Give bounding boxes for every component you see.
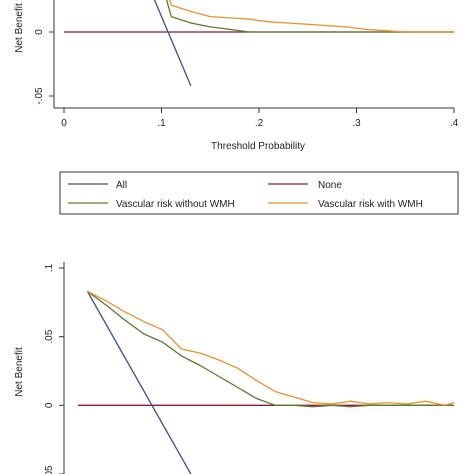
legend-label-with-wmh: Vascular risk with WMH: [318, 199, 423, 210]
top-y-axis-title: Net Benefit: [14, 3, 25, 53]
top-plot-frame: [53, 0, 454, 109]
legend: All None Vascular risk without WMH Vascu…: [59, 171, 459, 215]
legend-label-all: All: [116, 180, 127, 191]
legend-box: [59, 171, 459, 215]
top-series-line-all: [153, 0, 192, 87]
bottom-y-tick-label-0: 0: [44, 402, 55, 408]
bottom-series-line-vascular-risk-without-wmh: [87, 290, 454, 408]
top-x-tick-label-4: .4: [450, 118, 459, 129]
top-x-tick-label-1: .1: [157, 118, 166, 129]
top-x-tick-label-2: .2: [255, 118, 264, 129]
top-series-line-vascular-risk-without-wmh: [165, 0, 454, 33]
bottom-y-tick-label-05: .05: [44, 329, 55, 343]
bottom-y-axis-title: Net Benefit: [14, 347, 25, 397]
legend-label-without-wmh: Vascular risk without WMH: [116, 199, 235, 210]
top-y-tick-label-05: -.05: [34, 87, 45, 105]
legend-label-none: None: [318, 180, 342, 191]
top-x-tick-label-3: .3: [352, 118, 361, 129]
bottom-y-tick-label-1: .1: [44, 263, 55, 272]
top-series-line-vascular-risk-with-wmh: [168, 0, 454, 33]
top-x-tick-label-0: 0: [61, 118, 67, 129]
bottom-y-tick-label-05: -.05: [44, 465, 55, 474]
top-x-axis-title: Threshold Probability: [211, 141, 305, 152]
top-y-tick-label-0: 0: [34, 29, 45, 35]
bottom-series-line-all: [86, 290, 192, 474]
bottom-series-line-vascular-risk-with-wmh: [87, 290, 455, 406]
